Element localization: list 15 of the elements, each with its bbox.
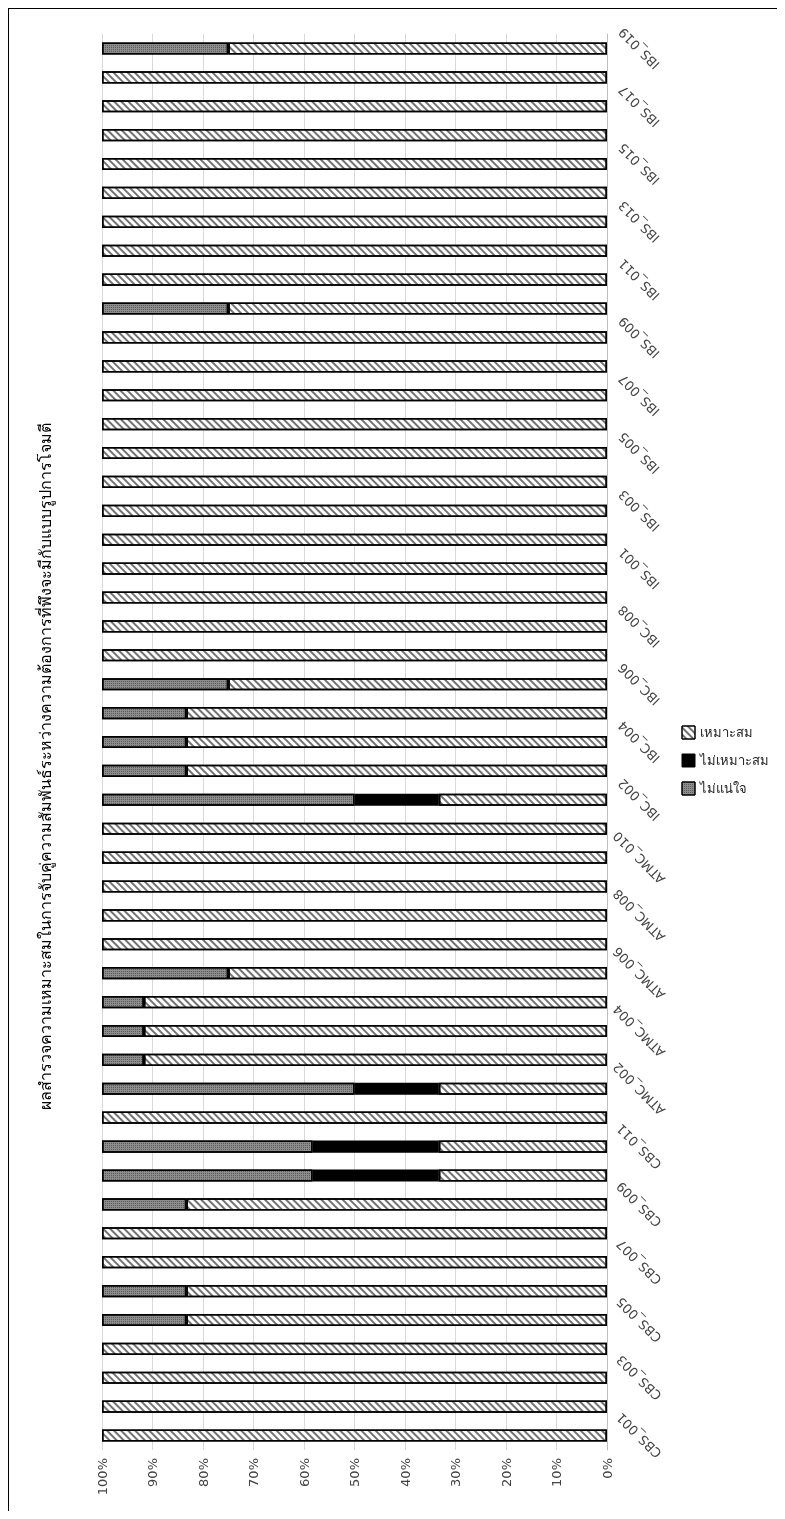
- legend-label: เหมาะสม: [700, 725, 753, 740]
- x-tick-label: 30%: [448, 1458, 463, 1487]
- x-tick-label: 50%: [347, 1458, 362, 1487]
- x-tick-label: 0%: [599, 1458, 615, 1479]
- x-tick-label: 90%: [145, 1458, 160, 1487]
- text: ผลสำรวจความเหมาะสมในการจับคู่ความสัมพันธ์ระหว่างความต้องการที่พึงจะมีกับแบบรูปการโจมตี: [33, 422, 56, 1110]
- legend-label: ไม่แน่ใจ: [699, 781, 747, 796]
- x-tick-label: 20%: [498, 1458, 514, 1487]
- x-tick-label: 40%: [397, 1458, 413, 1487]
- legend-label: ไม่เหมาะสม: [699, 753, 769, 768]
- x-tick-label: 60%: [296, 1458, 312, 1487]
- x-tick-label: 70%: [246, 1458, 261, 1487]
- x-tick-label: 80%: [195, 1458, 211, 1487]
- x-tick-label: 10%: [549, 1458, 564, 1487]
- x-tick-label: 100%: [94, 1458, 110, 1496]
